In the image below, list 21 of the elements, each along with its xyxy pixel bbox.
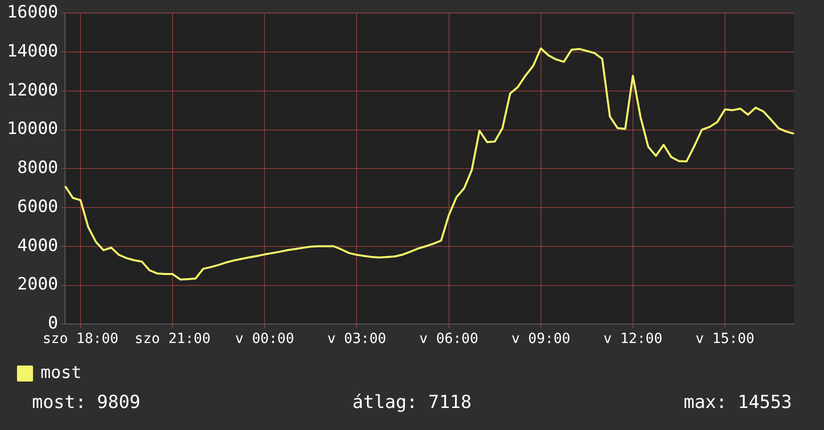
text: átlag: 7118 [352,392,472,413]
y-tick-label: 8000 [17,158,58,178]
y-tick-label: 6000 [17,196,58,217]
y-tick-label: 16000 [6,2,58,23]
text: max: 14553 [684,392,792,413]
x-tick-label: szo 18:00 [42,331,118,348]
legend-label: most [40,362,82,383]
y-tick-label: 2000 [17,274,58,295]
y-tick-label: 0 [48,314,58,334]
y-tick-label: 14000 [6,41,58,62]
y-tick-label: 4000 [17,236,58,256]
x-tick-label: v 06:00 [419,331,478,348]
x-tick-label: v 12:00 [603,331,662,348]
y-tick-label: 10000 [6,119,58,140]
text: most: 9809 [32,392,140,413]
x-tick-label: v 09:00 [511,331,570,348]
x-tick-label: v 03:00 [327,331,386,348]
x-tick-label: v 00:00 [235,331,294,348]
y-tick-label: 12000 [6,80,58,100]
x-tick-label: v 15:00 [695,331,754,348]
x-tick-label: szo 21:00 [134,331,211,348]
